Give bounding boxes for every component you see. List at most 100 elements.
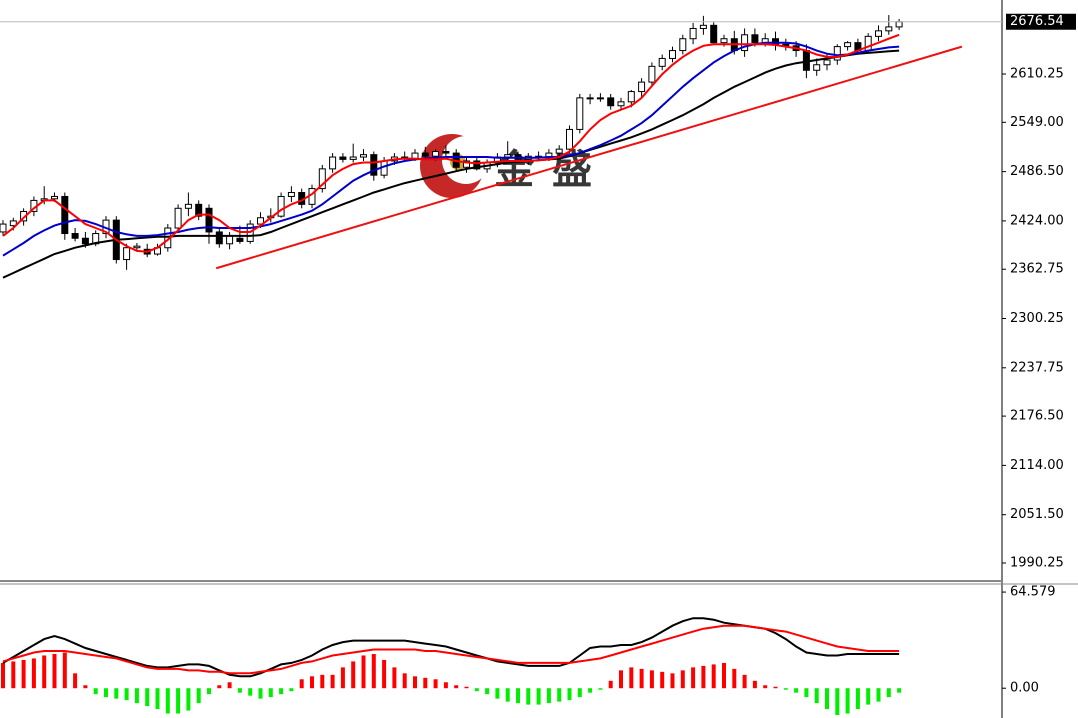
candle-body bbox=[421, 152, 429, 157]
candle-body bbox=[360, 154, 367, 158]
histogram-bar bbox=[783, 688, 788, 690]
histogram-bar bbox=[886, 688, 891, 698]
y-tick-label: 2486.50 bbox=[1010, 164, 1064, 179]
candle-body bbox=[318, 168, 326, 190]
histogram-bar bbox=[825, 688, 829, 710]
candle-body bbox=[205, 207, 213, 233]
candle-body bbox=[287, 192, 295, 197]
histogram-bar bbox=[526, 688, 531, 705]
candle-body bbox=[875, 30, 882, 37]
histogram-bar bbox=[464, 686, 469, 689]
y-tick-label: 2362.75 bbox=[1010, 262, 1064, 277]
histogram-bar bbox=[433, 679, 438, 689]
candle-body bbox=[669, 50, 676, 59]
histogram-bar bbox=[145, 688, 150, 707]
histogram-bar bbox=[742, 674, 747, 689]
histogram-bar bbox=[165, 688, 170, 714]
moving-average bbox=[2, 33, 900, 253]
histogram-bar bbox=[866, 688, 871, 705]
candle-body bbox=[370, 154, 378, 176]
y-tick-label: 2114.00 bbox=[1010, 458, 1064, 473]
candle-body bbox=[226, 235, 234, 245]
histogram-bar bbox=[423, 677, 428, 689]
histogram-bar bbox=[711, 664, 716, 689]
histogram-bar bbox=[732, 668, 737, 689]
histogram-bar bbox=[516, 688, 520, 704]
histogram-bar bbox=[649, 670, 654, 689]
histogram-bar bbox=[52, 653, 57, 689]
histogram-bar bbox=[495, 688, 500, 699]
candle-body bbox=[833, 46, 841, 61]
histogram-bar bbox=[588, 688, 593, 693]
histogram-bar bbox=[546, 688, 551, 704]
candle-body bbox=[442, 151, 450, 154]
candle-body bbox=[648, 65, 656, 83]
candle-body bbox=[339, 156, 347, 160]
last-price-label: 2676.54 bbox=[1010, 14, 1064, 29]
candle-body bbox=[699, 24, 707, 29]
histogram-bar bbox=[361, 655, 366, 689]
histogram-bar bbox=[1, 662, 5, 689]
candle-body bbox=[81, 237, 89, 245]
moving-average bbox=[2, 41, 900, 257]
candle-body bbox=[174, 207, 182, 229]
candle-body bbox=[679, 38, 687, 52]
histogram-bar bbox=[608, 680, 613, 689]
candle-body bbox=[329, 156, 337, 170]
y-tick-label: 2237.75 bbox=[1010, 360, 1064, 375]
histogram-bar bbox=[835, 688, 840, 716]
y-tick-label: 64.579 bbox=[1010, 585, 1056, 600]
histogram-bar bbox=[134, 688, 139, 704]
candle-body bbox=[0, 223, 7, 233]
candle-body bbox=[658, 57, 666, 67]
histogram-bar bbox=[814, 688, 819, 704]
candle-body bbox=[710, 24, 718, 44]
candle-body bbox=[236, 237, 244, 242]
candle-body bbox=[195, 203, 203, 217]
candle-body bbox=[9, 220, 17, 227]
candle-body bbox=[215, 231, 223, 245]
candle-body bbox=[627, 91, 635, 103]
histogram-bar bbox=[505, 688, 510, 702]
y-tick-label: 0.00 bbox=[1010, 681, 1039, 696]
histogram-bar bbox=[691, 667, 696, 689]
candle-body bbox=[277, 195, 285, 217]
candle-body bbox=[844, 42, 852, 48]
candle-body bbox=[349, 156, 357, 160]
histogram-bar bbox=[855, 688, 860, 710]
histogram-bar bbox=[279, 688, 284, 695]
histogram-bar bbox=[320, 674, 325, 689]
candle-body bbox=[689, 27, 697, 40]
candle-body bbox=[504, 154, 512, 158]
candle-body bbox=[617, 101, 625, 107]
candle-body bbox=[638, 81, 646, 93]
histogram-bar bbox=[83, 685, 88, 689]
candle-body bbox=[71, 233, 79, 239]
histogram-bar bbox=[42, 655, 47, 689]
candle-body bbox=[607, 97, 615, 107]
histogram-bar bbox=[897, 688, 902, 693]
candle-body bbox=[751, 34, 759, 44]
histogram-bar bbox=[763, 685, 768, 689]
candle-body bbox=[123, 247, 131, 261]
y-tick-label: 1990.25 bbox=[1010, 556, 1064, 571]
histogram-bar bbox=[62, 652, 67, 689]
candle-body bbox=[463, 160, 470, 168]
histogram-bar bbox=[392, 667, 397, 689]
histogram-bar bbox=[104, 688, 108, 698]
histogram-bar bbox=[804, 688, 809, 698]
histogram-bar bbox=[629, 667, 634, 689]
histogram-bar bbox=[660, 671, 665, 689]
histogram-bar bbox=[351, 661, 356, 689]
histogram-bar bbox=[382, 659, 387, 689]
candle-body bbox=[741, 34, 749, 52]
histogram-bar bbox=[289, 688, 294, 692]
histogram-bar bbox=[268, 688, 273, 698]
candle-body bbox=[473, 160, 481, 170]
histogram-bar bbox=[876, 688, 881, 702]
candle-body bbox=[133, 245, 141, 249]
y-tick-label: 2610.25 bbox=[1010, 67, 1064, 82]
histogram-bar bbox=[114, 688, 119, 699]
histogram-bar bbox=[557, 688, 562, 702]
